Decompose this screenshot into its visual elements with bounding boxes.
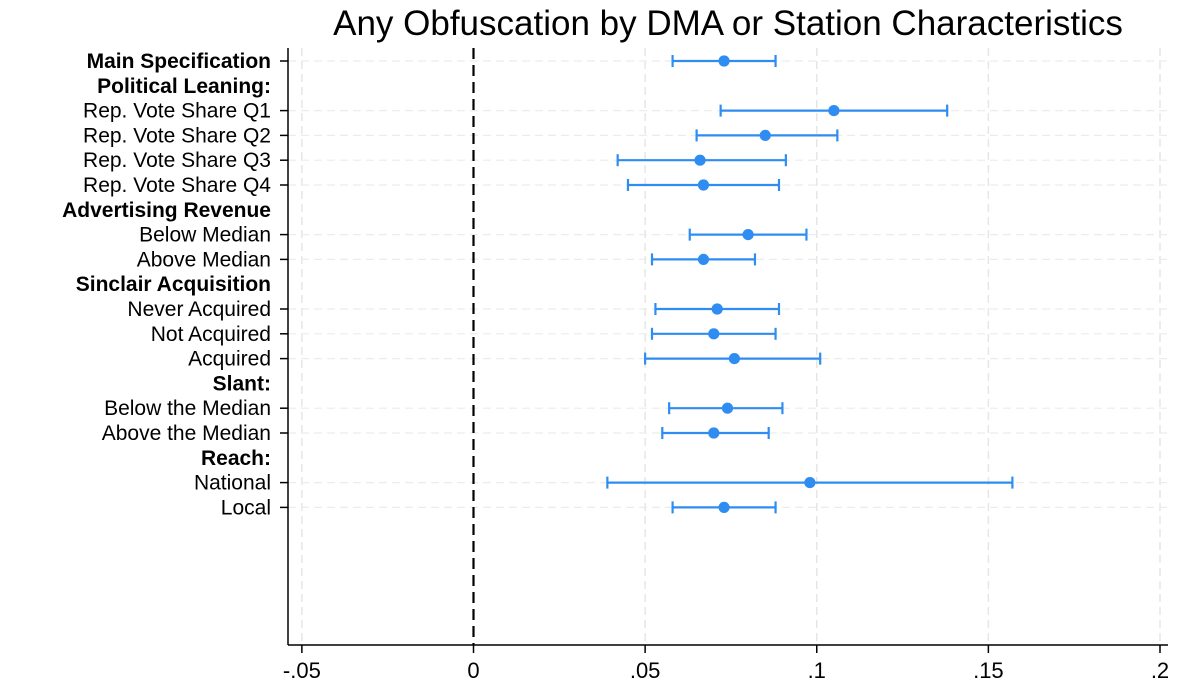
x-tick-label: .2	[1151, 658, 1169, 683]
point-estimate	[718, 55, 730, 67]
group-header-label: Advertising Revenue	[62, 199, 271, 222]
point-estimate	[697, 253, 710, 265]
row-label: Acquired	[188, 348, 271, 371]
point-estimate	[759, 129, 771, 141]
row-label: Above Median	[137, 248, 271, 271]
row-label: Rep. Vote Share Q4	[83, 174, 271, 197]
point-estimate	[694, 154, 706, 166]
row-label: Rep. Vote Share Q3	[83, 149, 271, 172]
point-estimate	[721, 402, 734, 414]
row-label: Not Acquired	[151, 323, 271, 346]
row-label: Above the Median	[102, 422, 271, 445]
point-estimate	[828, 105, 840, 117]
group-header-label: Political Leaning:	[97, 75, 271, 98]
point-estimate	[718, 501, 730, 513]
group-header-label: Reach:	[201, 447, 271, 470]
x-tick-label: .05	[630, 658, 661, 683]
point-estimate	[708, 328, 720, 340]
point-estimate	[742, 229, 754, 241]
x-tick-label: .1	[808, 658, 826, 683]
estimates	[606, 55, 1014, 514]
x-tick-label: 0	[467, 658, 479, 683]
point-estimate	[804, 477, 816, 489]
group-header-label: Slant:	[213, 372, 271, 395]
x-tick-label: .15	[973, 658, 1004, 683]
row-label: Rep. Vote Share Q2	[83, 124, 271, 147]
point-estimate	[697, 179, 710, 191]
point-estimate	[711, 303, 723, 315]
row-label: National	[194, 472, 271, 495]
row-label: Never Acquired	[127, 298, 271, 321]
axes: -.05 0 .05 .1 .15 .2	[280, 48, 1169, 683]
row-label: Local	[221, 496, 271, 519]
point-estimate	[708, 427, 720, 439]
chart-title: Any Obfuscation by DMA or Station Charac…	[333, 4, 1123, 43]
grid-layer	[288, 48, 1168, 645]
row-label: Rep. Vote Share Q1	[83, 100, 271, 123]
row-label: Below Median	[139, 224, 271, 247]
x-tick-label: -.05	[283, 658, 321, 683]
row-label: Below the Median	[104, 397, 271, 420]
group-header-label: Sinclair Acquisition	[76, 273, 271, 296]
group-header-label: Main Specification	[87, 50, 271, 73]
point-estimate	[728, 353, 740, 365]
